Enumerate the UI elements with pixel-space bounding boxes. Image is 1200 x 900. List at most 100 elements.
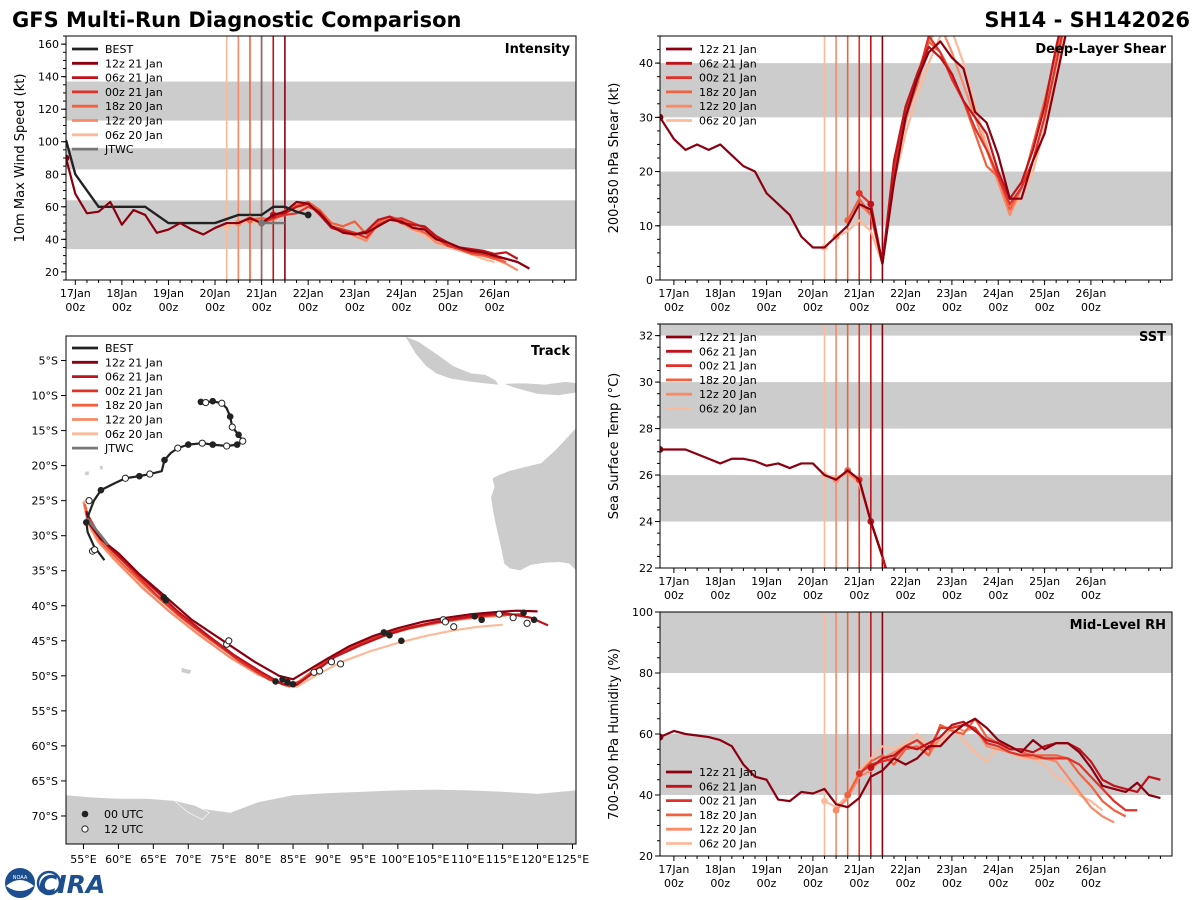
shear-run-lines <box>823 36 884 280</box>
sst-ytick-label: 30 <box>639 376 653 389</box>
track-xtick-label: 55°E <box>70 853 96 866</box>
best-marker-12utc <box>121 474 129 482</box>
best-marker-12utc <box>85 497 93 505</box>
sst-legend-label: 00z 21 Jan <box>699 360 757 373</box>
intensity-xtick-hour: 00z <box>485 301 505 314</box>
track-legend-label: 18z 20 Jan <box>105 399 163 412</box>
track-ytick-label: 35°S <box>32 565 58 578</box>
rh-xtick-date: 17Jan <box>658 863 689 876</box>
sst-xtick-hour: 00z <box>896 589 916 602</box>
intensity-xtick-hour: 00z <box>391 301 411 314</box>
cira-logo-text: CIRA <box>39 870 105 899</box>
track-xtick-label: 95°E <box>350 853 376 866</box>
track-ytick-label: 70°S <box>32 810 58 823</box>
shear-xtick-hour: 00z <box>757 301 777 314</box>
sst-ytick-label: 32 <box>639 330 653 343</box>
track-ytick-label: 55°S <box>32 705 58 718</box>
intensity-legend-label: 18z 20 Jan <box>105 100 163 113</box>
rh-legend-label: 00z 21 Jan <box>699 795 757 808</box>
intensity-ytick-label: 100 <box>38 136 59 149</box>
forecast-marker-12utc <box>327 658 336 666</box>
shear-xtick-hour: 00z <box>1035 301 1055 314</box>
forecast-marker-12utc <box>336 660 345 668</box>
track-ytick-label: 65°S <box>32 775 58 788</box>
forecast-marker-00utc <box>478 616 485 624</box>
intensity-ytick-label: 160 <box>38 38 59 51</box>
forecast-marker-12utc <box>523 619 531 627</box>
land-indonesia <box>404 336 500 386</box>
forecast-marker-12utc <box>91 546 99 554</box>
intensity-xtick-hour: 00z <box>205 301 225 314</box>
shear-xtick-date: 25Jan <box>1029 287 1060 300</box>
best-marker-12utc <box>228 423 236 431</box>
track-xtick-label: 65°E <box>140 853 166 866</box>
best-track-tail <box>284 205 309 217</box>
track-legend-label: BEST <box>105 342 133 355</box>
series-start-point <box>844 791 852 799</box>
series-line-06z-20-Jan <box>823 36 1066 265</box>
rh-xtick-date: 21Jan <box>844 863 875 876</box>
rh-xtick-date: 24Jan <box>983 863 1014 876</box>
track-line-12z-20-Jan <box>82 501 507 686</box>
sst-ytick-label: 26 <box>639 469 653 482</box>
sst-band <box>660 475 1172 522</box>
track-marker-legend: 00 UTC 12 UTC <box>81 808 144 836</box>
series-start-point <box>821 797 828 805</box>
shear-xtick-date: 22Jan <box>890 287 921 300</box>
track-xtick-label: 115°E <box>486 853 519 866</box>
intensity-series <box>66 139 530 272</box>
rh-legend-label: 12z 20 Jan <box>699 823 757 836</box>
intensity-xtick-hour: 00z <box>159 301 179 314</box>
track-ytick-label: 30°S <box>32 530 58 543</box>
sst-xtick-date: 18Jan <box>705 575 736 588</box>
shear-ylabel: 200-850 hPa Shear (kt) <box>607 83 622 234</box>
land-antarctica <box>66 789 576 844</box>
track-map-area <box>66 336 576 844</box>
series-start-point <box>855 770 863 778</box>
sst-xtick-hour: 00z <box>664 589 684 602</box>
sst-ytick-label: 28 <box>639 423 653 436</box>
track-ytick-label: 15°S <box>32 425 58 438</box>
best-marker-00utc <box>209 441 217 448</box>
best-marker-00utc <box>97 486 105 494</box>
shear-title: Deep-Layer Shear <box>1035 42 1166 57</box>
intensity-ytick-label: 120 <box>38 103 59 116</box>
track-xtick-label: 105°E <box>416 853 449 866</box>
shear-legend-label: 00z 21 Jan <box>699 72 757 85</box>
rh-xtick-hour: 00z <box>988 877 1008 890</box>
intensity-xtick-date: 18Jan <box>106 287 137 300</box>
track-ytick-label: 10°S <box>32 390 58 403</box>
intensity-legend-label: 00z 21 Jan <box>105 86 163 99</box>
shear-series <box>660 36 1067 265</box>
forecast-marker-00utc <box>162 596 170 604</box>
best-marker-00utc <box>184 441 192 448</box>
rh-ytick-label: 60 <box>639 728 653 741</box>
land-lesser-sunda <box>502 381 576 396</box>
shear-legend-label: 06z 20 Jan <box>699 115 757 128</box>
forecast-marker-00utc <box>530 616 538 624</box>
forecast-marker-12utc <box>509 614 517 622</box>
intensity-title: Intensity <box>505 42 571 57</box>
shear-xtick-hour: 00z <box>710 301 730 314</box>
marker-legend-00utc-icon <box>81 810 89 818</box>
intensity-xtick-hour: 00z <box>298 301 318 314</box>
track-legend-label: 06z 21 Jan <box>105 371 163 384</box>
track-ytick-label: 60°S <box>32 740 58 753</box>
rh-run-lines <box>823 612 884 856</box>
rh-band <box>660 612 1172 673</box>
intensity-xtick-date: 25Jan <box>432 287 463 300</box>
rh-xtick-hour: 00z <box>849 877 869 890</box>
sst-xtick-hour: 00z <box>803 589 823 602</box>
best-marker-12utc <box>198 439 206 447</box>
best-marker-00utc <box>209 397 217 405</box>
intensity-panel: 2040608010012014016017Jan00z18Jan00z19Ja… <box>13 35 577 314</box>
rh-xtick-hour: 00z <box>942 877 962 890</box>
forecast-marker-12utc <box>495 610 503 618</box>
shear-xtick-date: 17Jan <box>658 287 689 300</box>
sst-xtick-date: 25Jan <box>1029 575 1060 588</box>
intensity-legend-label: 06z 20 Jan <box>105 129 163 142</box>
best-marker-12utc <box>146 470 154 478</box>
